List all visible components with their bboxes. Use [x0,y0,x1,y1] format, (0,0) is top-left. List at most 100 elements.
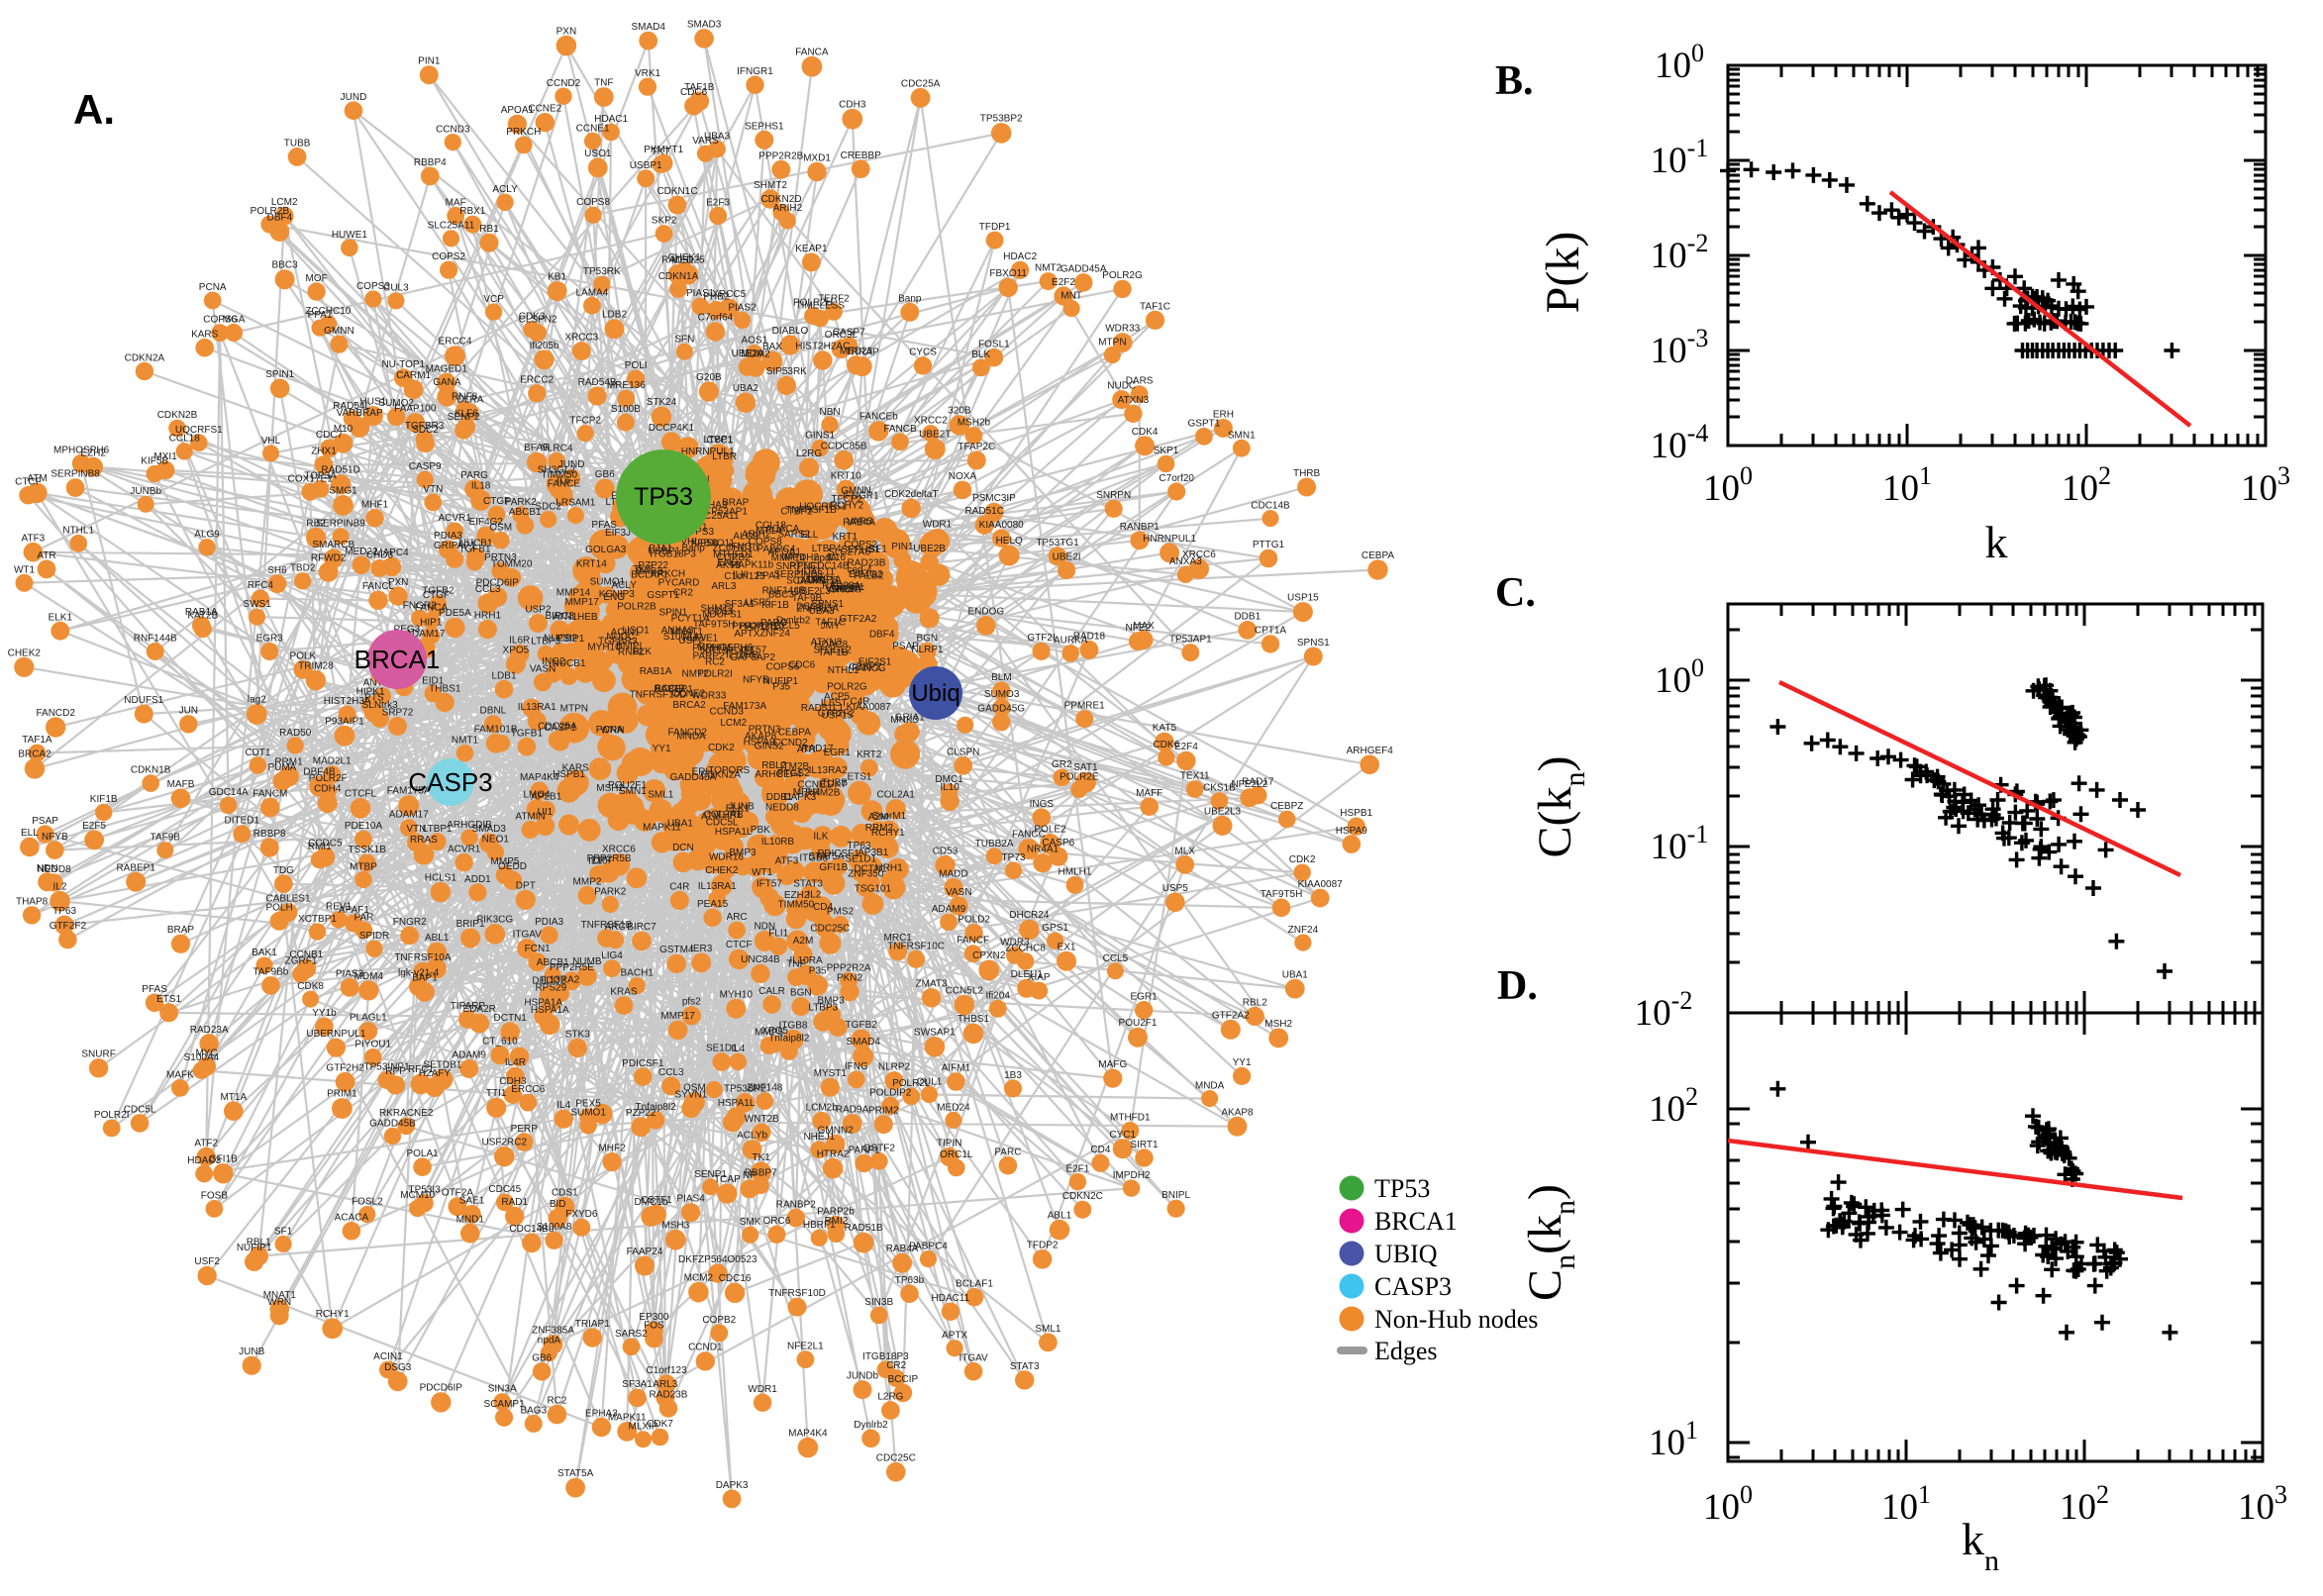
svg-text:TGFB1: TGFB1 [458,544,491,554]
svg-text:SENP1: SENP1 [694,1169,727,1180]
svg-text:DDB1: DDB1 [766,792,793,803]
svg-text:PEG3: PEG3 [394,625,421,636]
svg-text:M10: M10 [334,424,354,435]
svg-text:SF3A1: SF3A1 [622,1379,653,1390]
svg-text:RAD23A: RAD23A [822,580,860,591]
svg-text:CCL3: CCL3 [658,1067,684,1078]
svg-text:Dynlrb2: Dynlrb2 [854,1420,888,1431]
svg-text:POLD2: POLD2 [958,914,990,925]
svg-text:AKAP8: AKAP8 [745,732,777,743]
svg-text:PDICSF1: PDICSF1 [622,1058,664,1069]
svg-text:SAT1: SAT1 [1073,762,1098,773]
svg-text:FANCB: FANCB [883,424,917,435]
svg-text:E2F1: E2F1 [1065,1164,1089,1175]
svg-text:KIF5B: KIF5B [691,539,719,549]
svg-text:SUMO3: SUMO3 [984,689,1020,700]
svg-text:ADAM17: ADAM17 [405,629,445,640]
svg-text:pfs2: pfs2 [682,997,701,1008]
svg-text:CD4: CD4 [813,902,833,913]
svg-text:BNIPL: BNIPL [616,641,645,651]
svg-text:ATXN3: ATXN3 [1118,395,1150,406]
svg-text:Edges: Edges [1374,1337,1438,1365]
svg-text:TIPARP: TIPARP [451,1001,486,1012]
svg-text:SLC25A11: SLC25A11 [692,511,740,522]
svg-text:A2M: A2M [868,812,889,823]
svg-text:TUBB: TUBB [284,139,311,150]
svg-text:RNF144B: RNF144B [762,586,806,597]
svg-text:FOSL1: FOSL1 [978,339,1010,349]
svg-text:CR2: CR2 [673,588,693,599]
svg-text:SUMO1: SUMO1 [590,577,626,588]
svg-text:PXN: PXN [388,577,409,588]
svg-text:GTF2F2: GTF2F2 [818,708,856,719]
svg-text:TAF1B: TAF1B [818,648,849,658]
svg-text:MED25: MED25 [671,255,705,266]
svg-text:MAP4K4: MAP4K4 [520,772,559,783]
svg-text:npdA: npdA [814,553,838,564]
svg-text:RAD23B: RAD23B [848,558,886,569]
svg-text:TSSK1B: TSSK1B [349,845,387,855]
svg-text:GTF2A2: GTF2A2 [1212,1010,1250,1021]
svg-text:CDKN2A: CDKN2A [700,769,741,780]
svg-text:GSTM4: GSTM4 [659,945,694,955]
svg-text:ANXA3: ANXA3 [661,626,694,637]
svg-text:IMPDH2: IMPDH2 [781,552,819,563]
svg-text:CDT1: CDT1 [245,748,271,758]
svg-text:SMAD4: SMAD4 [846,1037,880,1047]
svg-text:HSPA9: HSPA9 [1336,826,1367,837]
svg-text:DITED1: DITED1 [225,816,260,827]
svg-text:NFE2L1: NFE2L1 [787,1342,824,1352]
svg-text:JUND: JUND [341,92,367,103]
svg-text:PPP2R2B: PPP2R2B [758,150,803,161]
svg-text:SH6: SH6 [267,565,287,576]
svg-text:SERPINB9: SERPINB9 [316,519,365,530]
svg-text:ZCCHC8: ZCCHC8 [1005,944,1046,954]
svg-text:HSPB1: HSPB1 [1340,808,1372,819]
svg-text:CDKN1A: CDKN1A [658,271,699,282]
svg-text:DARS: DARS [797,575,825,586]
svg-text:SPIDR: SPIDR [359,931,390,942]
svg-text:GTF2F2: GTF2F2 [50,921,87,932]
svg-text:NLRP1: NLRP1 [911,645,944,655]
svg-text:YY1: YY1 [1233,1057,1252,1068]
svg-text:ADAM9: ADAM9 [452,1050,486,1061]
svg-text:CARM1: CARM1 [396,370,431,381]
svg-text:MDM4: MDM4 [354,971,384,982]
svg-text:DDB1: DDB1 [1234,612,1261,623]
svg-text:POLI: POLI [625,360,648,371]
svg-text:ATM: ATM [701,812,721,823]
svg-text:NEO1: NEO1 [482,835,510,846]
svg-text:E2F4: E2F4 [1174,742,1198,752]
svg-text:B.: B. [1495,58,1534,104]
svg-text:MT1A: MT1A [220,1092,247,1103]
svg-text:INGS: INGS [1030,799,1055,810]
svg-text:PIAS4: PIAS4 [676,1194,705,1205]
svg-text:H2AFY: H2AFY [419,1068,452,1079]
svg-text:HUWE1: HUWE1 [332,230,368,241]
svg-text:10-1: 10-1 [1651,134,1709,181]
svg-text:GDC14A: GDC14A [209,787,249,798]
svg-text:ATR: ATR [37,550,55,561]
svg-text:TOMM20: TOMM20 [491,559,533,570]
svg-text:EGR3: EGR3 [256,634,284,645]
svg-text:PIN1: PIN1 [891,542,914,552]
svg-text:EGR1: EGR1 [1130,992,1158,1003]
svg-text:HNRNPUL1: HNRNPUL1 [1143,534,1196,545]
svg-text:WDR33: WDR33 [691,691,726,702]
svg-text:CDC25A: CDC25A [538,722,577,733]
svg-text:XRCC6: XRCC6 [1182,549,1216,560]
svg-text:CTBP2: CTBP2 [780,506,813,517]
svg-text:PARK2: PARK2 [594,886,626,897]
svg-text:BRCA2: BRCA2 [18,749,51,760]
svg-text:HIST2H2AC: HIST2H2AC [795,342,850,352]
svg-text:TP53BP2: TP53BP2 [724,1084,766,1095]
svg-text:ced-4: ced-4 [848,565,872,576]
svg-text:APOA1: APOA1 [768,547,802,557]
svg-text:IL6ST: IL6ST [821,698,848,709]
svg-text:SEPHS1: SEPHS1 [841,545,880,555]
svg-text:MNDA: MNDA [676,732,706,743]
svg-text:CLSPN2: CLSPN2 [519,315,557,326]
svg-text:TRRAP: TRRAP [846,348,879,358]
svg-text:VRK1: VRK1 [825,584,852,595]
svg-text:VASN: VASN [530,663,556,674]
